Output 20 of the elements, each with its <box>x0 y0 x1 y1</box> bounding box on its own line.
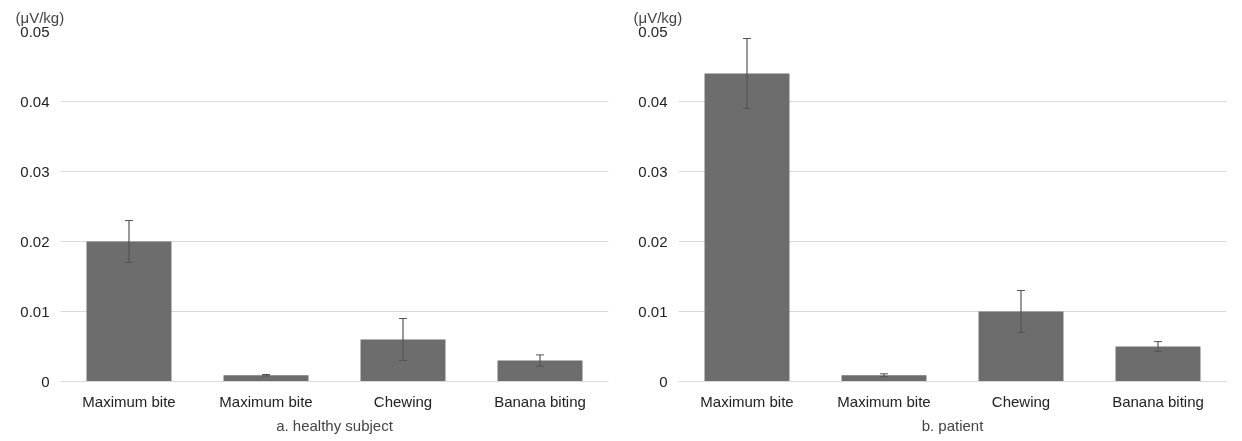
y-tick-label: 0.04 <box>638 92 668 110</box>
x-tick-label: Chewing <box>373 392 433 410</box>
x-tick-label: Banana biting <box>494 392 586 410</box>
x-tick-label: Banana biting <box>1112 392 1204 410</box>
x-tick-label: Maximum bite <box>700 392 794 410</box>
y-tick-label: 0.01 <box>638 302 668 320</box>
x-axis-title: b. patient <box>921 416 985 434</box>
x-tick-label: Maximum bite <box>837 392 931 410</box>
x-tick-label: Chewing <box>991 392 1051 410</box>
y-tick-label: 0.03 <box>20 162 50 180</box>
y-tick-label: 0 <box>41 372 50 390</box>
y-tick-label: 0.01 <box>20 302 50 320</box>
x-tick-label: Maximum bite <box>219 392 313 410</box>
y-tick-label: 0.04 <box>20 92 50 110</box>
x-tick-label: Maximum bite <box>82 392 176 410</box>
y-tick-label: 0 <box>659 372 668 390</box>
y-tick-label: 0.02 <box>20 232 50 250</box>
x-axis-title: a. healthy subject <box>276 416 394 434</box>
y-tick-label: 0.02 <box>638 232 668 250</box>
y-tick-label: 0.03 <box>638 162 668 180</box>
